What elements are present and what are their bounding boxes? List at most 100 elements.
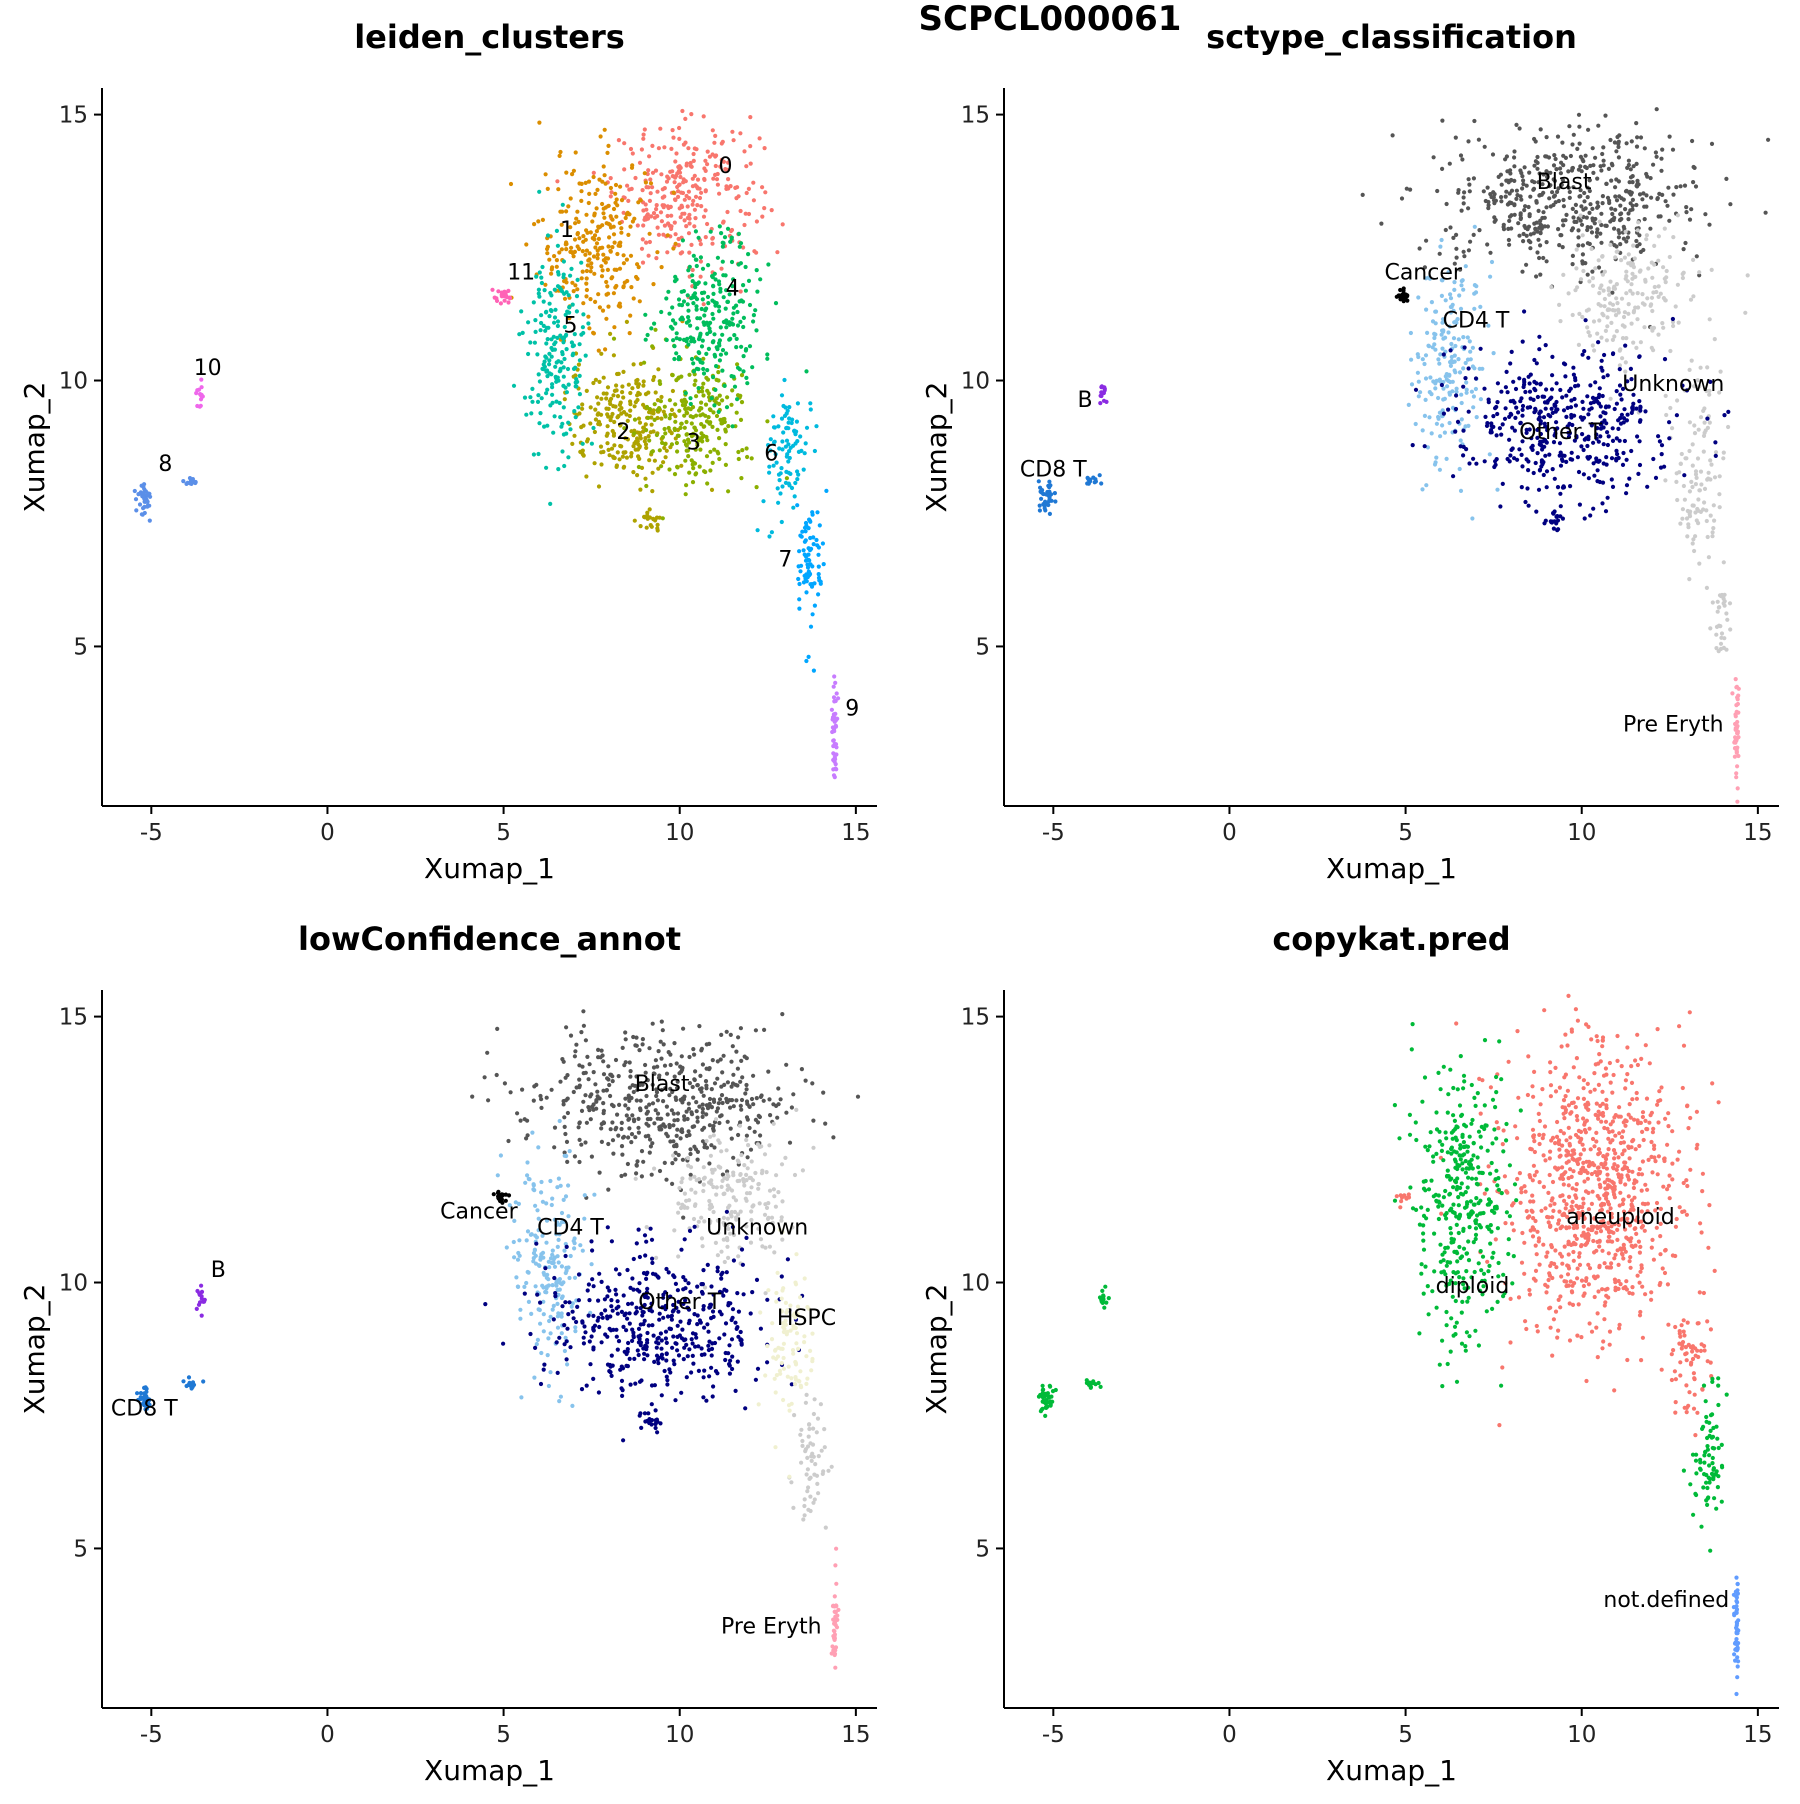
data-point	[632, 217, 636, 221]
data-point	[1472, 233, 1476, 237]
data-point	[577, 247, 581, 251]
data-point	[801, 1517, 805, 1521]
data-point	[739, 1330, 743, 1334]
data-point	[744, 289, 748, 293]
data-point	[668, 1370, 672, 1374]
data-point	[720, 1093, 724, 1097]
data-point	[634, 1311, 638, 1315]
data-point	[650, 1238, 654, 1242]
data-point	[765, 1360, 769, 1364]
data-point	[1726, 425, 1730, 429]
data-point	[1464, 447, 1468, 451]
data-point	[621, 1046, 625, 1050]
data-point	[1527, 205, 1531, 209]
data-point	[546, 187, 550, 191]
data-point	[603, 1332, 607, 1336]
data-point	[660, 265, 664, 269]
data-point	[1629, 449, 1633, 453]
data-point	[1685, 516, 1689, 520]
data-point	[756, 1182, 760, 1186]
data-point	[649, 430, 653, 434]
data-point	[583, 1140, 587, 1144]
data-point	[698, 1087, 702, 1091]
data-point	[1663, 478, 1667, 482]
data-point	[1598, 286, 1602, 290]
data-point	[791, 1506, 795, 1510]
data-point	[557, 272, 561, 276]
data-point	[632, 1257, 636, 1261]
data-point	[1592, 474, 1596, 478]
data-point	[529, 411, 533, 415]
data-point	[582, 1024, 586, 1028]
data-point	[1453, 354, 1457, 358]
data-point	[1511, 380, 1515, 384]
data-point	[505, 1245, 509, 1249]
data-point	[1605, 315, 1609, 319]
data-point	[547, 1283, 551, 1287]
data-point	[592, 272, 596, 276]
data-point	[1720, 631, 1724, 635]
data-point	[655, 190, 659, 194]
data-point	[812, 669, 816, 673]
data-point	[705, 332, 709, 336]
series-blast	[470, 1009, 860, 1219]
data-point	[739, 1153, 743, 1157]
data-point	[581, 442, 585, 446]
data-point	[567, 1276, 571, 1280]
data-point	[577, 1078, 581, 1082]
data-point	[709, 230, 713, 234]
data-point	[832, 674, 836, 678]
data-point	[551, 401, 555, 405]
data-point	[578, 392, 582, 396]
series-cancer	[1395, 286, 1410, 303]
data-point	[527, 1271, 531, 1275]
data-point	[1463, 376, 1467, 380]
data-point	[573, 1049, 577, 1053]
data-point	[671, 338, 675, 342]
data-point	[740, 1098, 744, 1102]
data-point	[738, 131, 742, 135]
data-point	[768, 1245, 772, 1249]
data-point	[1736, 697, 1740, 701]
data-point	[600, 1280, 604, 1284]
data-point	[696, 1150, 700, 1154]
data-point	[1597, 291, 1601, 295]
data-point	[678, 1333, 682, 1337]
data-point	[663, 224, 667, 228]
data-point	[546, 233, 550, 237]
data-point	[584, 228, 588, 232]
data-point	[1728, 627, 1732, 631]
data-point	[1580, 400, 1584, 404]
data-point	[712, 1210, 716, 1214]
data-point	[659, 1127, 663, 1131]
data-point	[606, 292, 610, 296]
cluster-label: 7	[778, 548, 792, 573]
data-point	[1586, 195, 1590, 199]
data-point	[795, 477, 799, 481]
data-point	[1601, 194, 1605, 198]
data-point	[686, 302, 690, 306]
data-point	[671, 318, 675, 322]
data-point	[733, 1321, 737, 1325]
data-point	[702, 1369, 706, 1373]
data-point	[808, 1495, 812, 1499]
data-point	[692, 254, 696, 258]
data-point	[573, 283, 577, 287]
data-point	[1464, 380, 1468, 384]
data-point	[606, 144, 610, 148]
data-point	[657, 1318, 661, 1322]
data-point	[556, 1245, 560, 1249]
data-point	[655, 1346, 659, 1350]
data-point	[595, 1090, 599, 1094]
data-point	[1529, 446, 1533, 450]
data-point	[690, 1337, 694, 1341]
data-point	[683, 117, 687, 121]
data-point	[638, 1255, 642, 1259]
data-point	[575, 1085, 579, 1089]
data-point	[715, 428, 719, 432]
data-point	[1718, 474, 1722, 478]
data-point	[1607, 199, 1611, 203]
data-point	[730, 236, 734, 240]
data-point	[644, 422, 648, 426]
